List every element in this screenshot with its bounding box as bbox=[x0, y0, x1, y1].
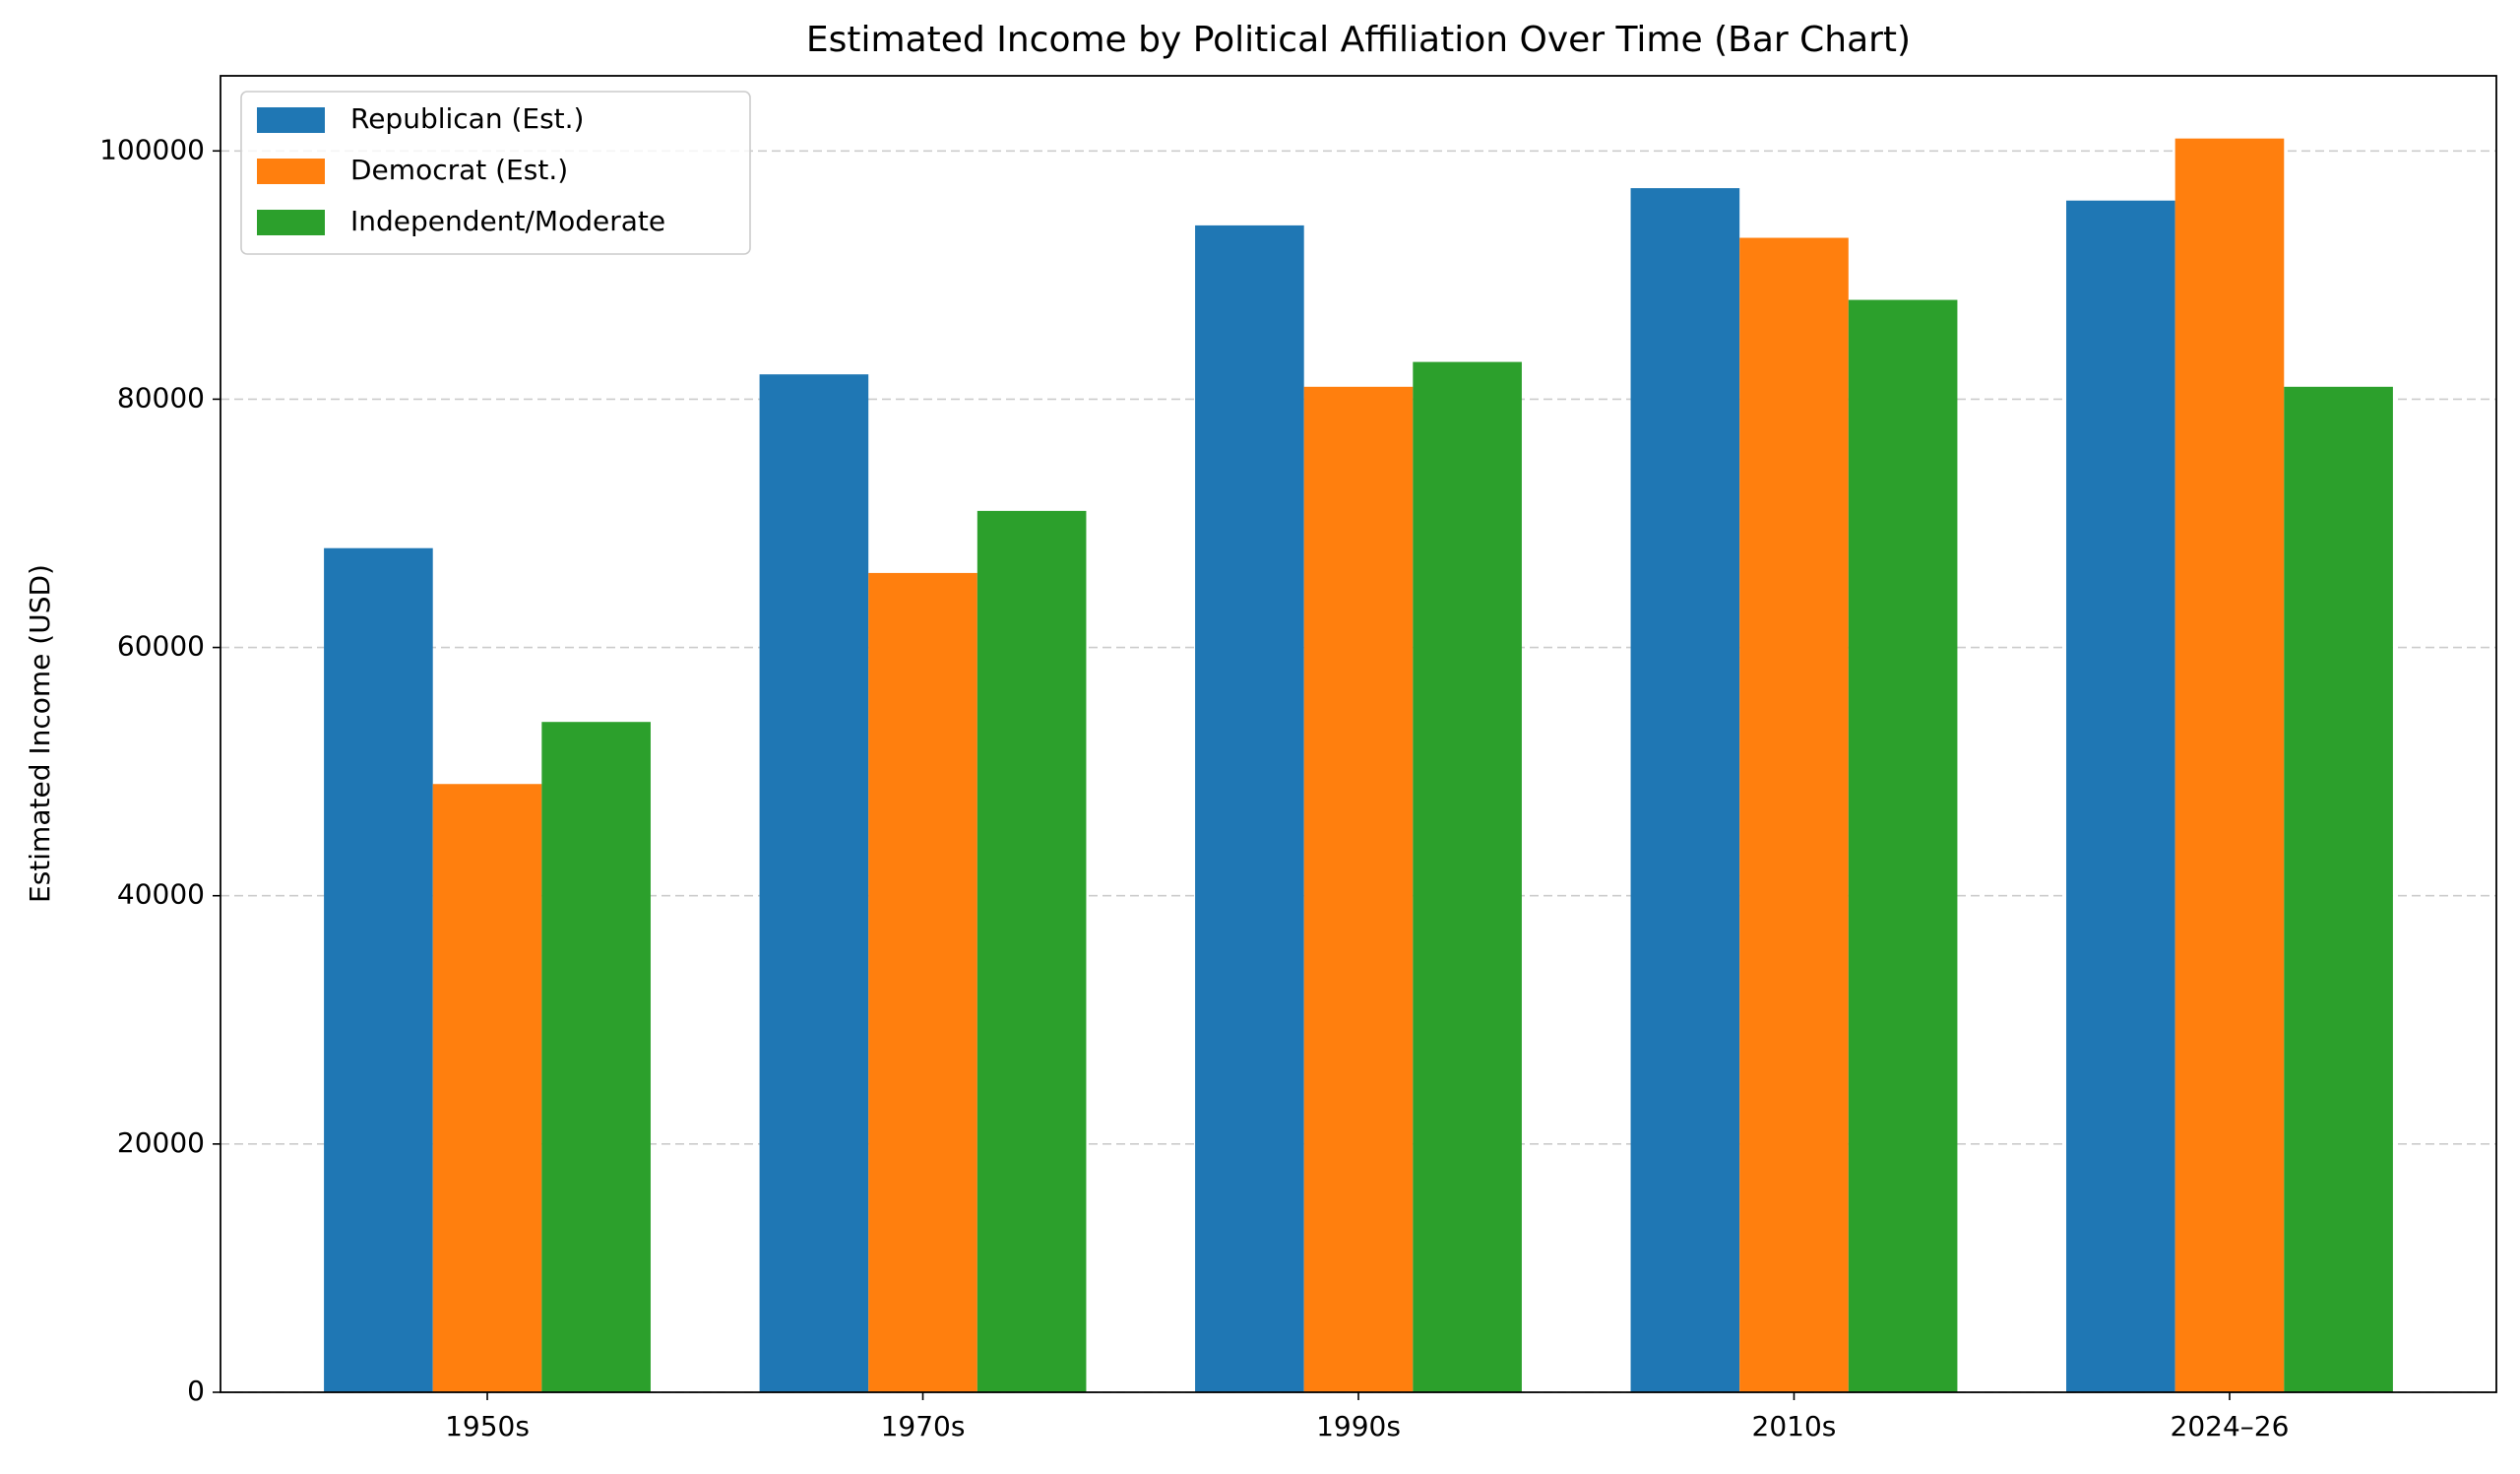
bar bbox=[2066, 200, 2175, 1392]
bar bbox=[541, 722, 651, 1392]
bar bbox=[759, 374, 869, 1393]
bar bbox=[432, 784, 542, 1392]
y-tick-label: 60000 bbox=[117, 630, 205, 663]
bar bbox=[2174, 138, 2285, 1393]
y-tick-label: 80000 bbox=[117, 381, 205, 414]
x-tick-label: 2010s bbox=[1752, 1410, 1837, 1442]
bar bbox=[868, 572, 977, 1392]
legend-label: Independent/Moderate bbox=[350, 205, 665, 237]
bar bbox=[1195, 224, 1304, 1393]
y-tick-label: 20000 bbox=[117, 1126, 205, 1159]
axes-frame bbox=[220, 75, 2497, 1393]
bar bbox=[976, 510, 1087, 1392]
legend-swatch bbox=[257, 159, 325, 184]
x-tick-label: 1950s bbox=[445, 1410, 530, 1442]
x-tick-label: 1990s bbox=[1316, 1410, 1401, 1442]
legend-swatch bbox=[257, 210, 325, 235]
legend-label: Republican (Est.) bbox=[350, 102, 584, 135]
bar bbox=[1848, 299, 1958, 1393]
legend-box bbox=[240, 91, 751, 255]
bar bbox=[1739, 237, 1849, 1392]
legend-swatch bbox=[257, 107, 325, 133]
bar bbox=[1630, 188, 1740, 1392]
y-tick-label: 0 bbox=[187, 1375, 205, 1407]
bar bbox=[2284, 386, 2393, 1392]
x-tick-label: 2024–26 bbox=[2171, 1410, 2290, 1442]
bar bbox=[1413, 361, 1522, 1392]
x-tick-label: 1970s bbox=[881, 1410, 966, 1442]
chart-title: Estimated Income by Political Affiliatio… bbox=[806, 20, 1911, 60]
y-tick-label: 40000 bbox=[117, 878, 205, 911]
legend-label: Democrat (Est.) bbox=[350, 154, 568, 186]
bar bbox=[324, 547, 433, 1392]
bar bbox=[1303, 386, 1414, 1392]
y-axis-label: Estimated Income (USD) bbox=[24, 564, 56, 903]
y-tick-label: 100000 bbox=[99, 133, 205, 165]
